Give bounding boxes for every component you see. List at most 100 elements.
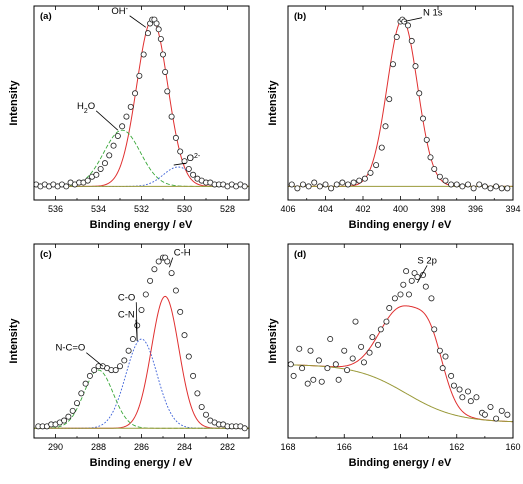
data-point — [190, 171, 197, 178]
data-point — [241, 425, 248, 432]
data-point — [439, 365, 446, 372]
data-point — [393, 34, 400, 41]
data-point — [389, 61, 396, 68]
data-point — [159, 51, 166, 58]
data-point — [428, 295, 435, 302]
peak-label-superscript: 2- — [194, 153, 201, 160]
peak-label-leader — [86, 352, 104, 367]
x-tick-label: 288 — [91, 442, 106, 452]
data-point — [177, 148, 184, 155]
data-point — [427, 154, 434, 161]
peak-label-leader — [95, 110, 119, 131]
peak-label-text: H — [77, 101, 84, 112]
y-axis-label: Intensity — [267, 80, 279, 126]
data-point — [366, 349, 373, 356]
x-tick-label: 528 — [220, 204, 235, 214]
data-point — [423, 136, 430, 143]
data-point — [288, 181, 295, 188]
data-point — [408, 277, 415, 284]
data-point — [493, 415, 500, 422]
x-tick-label: 532 — [134, 204, 149, 214]
data-point — [358, 343, 365, 350]
data-point — [299, 365, 306, 372]
x-tick-label: 166 — [337, 442, 352, 452]
data-point — [450, 382, 457, 389]
data-point — [288, 361, 294, 368]
panel-d: 168 166 164 162 160 Binding energy / eV Intens… — [267, 243, 521, 469]
peak-label: OH- — [111, 5, 128, 17]
panel-b: 406 404 402 400 398 396 394 Binding energy / eV… — [267, 5, 521, 231]
data-point — [82, 380, 89, 387]
x-tick-label: 404 — [318, 204, 333, 214]
data-point — [360, 359, 367, 366]
data-point — [436, 347, 443, 354]
data-point — [119, 123, 126, 130]
series-line-0 — [34, 19, 249, 187]
data-point — [403, 268, 410, 275]
data-point — [315, 357, 322, 364]
x-tick-label: 406 — [280, 204, 295, 214]
peak-label-text: N 1s — [423, 8, 443, 19]
peak-label-text: C-N — [118, 310, 135, 321]
data-point — [382, 123, 389, 130]
data-point — [190, 372, 197, 379]
data-point — [322, 181, 329, 188]
data-point — [391, 295, 398, 302]
data-point — [453, 181, 460, 188]
data-point — [481, 411, 488, 418]
data-point — [476, 181, 483, 188]
data-point — [487, 185, 494, 192]
data-point — [456, 386, 463, 393]
data-point — [61, 417, 68, 424]
peak-label: C-N — [118, 310, 135, 321]
data-point — [419, 115, 426, 122]
data-point — [172, 287, 179, 294]
series-line-0 — [288, 19, 513, 187]
data-point — [101, 160, 108, 167]
data-point — [198, 403, 205, 410]
data-point — [127, 103, 134, 110]
data-point — [442, 177, 449, 184]
data-point — [467, 398, 474, 405]
data-point — [431, 326, 438, 333]
data-point — [65, 413, 72, 420]
x-axis-label: Binding energy / eV — [349, 457, 452, 469]
data-point — [404, 22, 411, 29]
plot-area — [288, 268, 513, 423]
data-point — [63, 183, 70, 190]
data-point — [194, 390, 201, 397]
data-point — [352, 318, 359, 325]
data-point — [117, 363, 124, 370]
data-point — [397, 291, 404, 298]
data-point — [202, 411, 209, 418]
peak-label: C-H — [174, 248, 191, 259]
panel-label: (b) — [294, 11, 306, 22]
plot-frame — [33, 243, 250, 439]
data-point — [464, 388, 471, 395]
data-point — [341, 347, 348, 354]
data-point — [386, 96, 393, 103]
data-point — [400, 281, 407, 288]
x-tick-label: 400 — [393, 204, 408, 214]
data-point — [335, 376, 342, 383]
x-tick-label: 162 — [449, 442, 464, 452]
data-point — [369, 334, 376, 341]
data-point — [324, 365, 331, 372]
data-point — [168, 113, 175, 120]
y-axis-label: Intensity — [8, 80, 20, 126]
peak-label-rest: O — [88, 101, 95, 112]
data-point — [172, 134, 179, 141]
data-point — [110, 142, 117, 149]
x-tick-label: 398 — [430, 204, 445, 214]
data-point — [155, 258, 162, 265]
data-point — [367, 169, 374, 176]
data-point — [181, 158, 188, 165]
data-point — [155, 26, 162, 33]
x-tick-label: 290 — [48, 442, 63, 452]
peak-label-text: OH — [111, 6, 125, 17]
peak-label-leader — [169, 257, 174, 268]
peak-label: O2- — [187, 153, 201, 165]
peak-label-text: S 2p — [417, 255, 437, 266]
data-point — [339, 179, 346, 186]
